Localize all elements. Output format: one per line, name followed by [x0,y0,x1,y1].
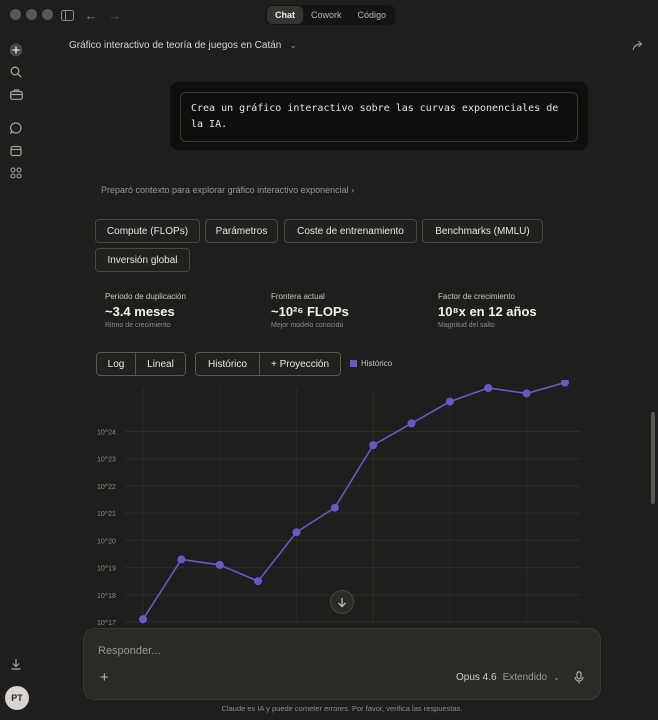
data-point[interactable] [330,503,339,512]
microphone-icon[interactable] [574,671,584,687]
mode-cowork[interactable]: Cowork [311,10,342,20]
stat-label: Periodo de duplicación [105,292,186,301]
add-attachment-icon[interactable]: + [100,669,109,686]
stat-value: ~3.4 meses [105,304,175,319]
chats-icon[interactable] [8,120,24,136]
data-point[interactable] [139,615,147,624]
scroll-down-button[interactable] [330,590,354,614]
data-point[interactable] [407,419,416,428]
stat-value: 10⁸x en 12 años [438,304,537,319]
tab-inversion[interactable]: Inversión global [95,248,190,272]
reply-input[interactable] [98,645,578,657]
back-arrow-icon[interactable]: ← [84,7,98,23]
series-line [142,381,566,620]
artifacts-icon[interactable] [8,143,24,159]
composer: + Opus 4.6 Extendido ⌄ [83,628,601,700]
legend-label: Histórico [361,359,393,368]
chart-legend: Histórico [350,359,392,368]
search-icon[interactable] [8,64,24,80]
y-tick-label: 10^18 [97,593,116,600]
data-point[interactable] [292,528,301,537]
close-window-button[interactable] [10,9,21,20]
scrollbar[interactable] [651,412,655,504]
sidebar-toggle-icon[interactable] [58,6,76,24]
user-message: Crea un gráfico interactivo sobre las cu… [170,82,588,150]
compute-chart[interactable]: 10^17 10^18 10^19 10^20 10^21 10^22 10^23 10^24 [95,380,595,626]
conversation-title-text: Gráfico interactivo de teoría de juegos … [69,40,282,51]
chevron-down-icon: ⌄ [289,40,297,50]
data-point[interactable] [177,555,186,564]
y-tick-label: 10^17 [97,620,116,626]
data-point[interactable] [445,397,454,406]
stat-label: Frontera actual [271,292,325,301]
sidebar [0,30,32,720]
avatar[interactable]: PT [5,686,29,710]
context-summary-link[interactable]: Preparó contexto para explorar gráfico i… [101,185,355,195]
apps-icon[interactable] [8,165,24,181]
share-icon[interactable] [632,40,644,54]
stat-value: ~10²⁶ FLOPs [271,304,349,319]
stat-sub: Magnitud del salto [438,322,495,329]
data-point[interactable] [522,389,531,398]
data-point[interactable] [254,577,263,586]
stat-growth-factor: Factor de crecimiento 10⁸x en 12 años Ma… [438,292,537,329]
tab-parametros[interactable]: Parámetros [205,219,278,243]
y-tick-label: 10^23 [97,457,116,464]
user-message-text: Crea un gráfico interactivo sobre las cu… [180,92,578,142]
stat-sub: Mejor modelo conocido [271,322,344,329]
stat-sub: Ritmo de crecimiento [105,322,171,329]
model-mode: Extendido [502,672,548,683]
disclaimer: Claude es IA y puede cometer errores. Po… [221,704,463,713]
title-bar: ← → Chat Cowork Código [0,0,658,30]
data-point[interactable] [369,441,378,450]
data-point[interactable] [484,384,493,392]
log-scale-button[interactable]: Log [96,352,136,376]
data-point[interactable] [215,560,224,569]
zoom-window-button[interactable] [42,9,53,20]
minimize-window-button[interactable] [26,9,37,20]
y-tick-label: 10^24 [97,430,116,437]
forward-arrow-icon[interactable]: → [108,7,122,23]
mode-chat[interactable]: Chat [267,6,303,24]
stat-frontier: Frontera actual ~10²⁶ FLOPs Mejor modelo… [271,292,349,329]
y-tick-label: 10^22 [97,484,116,491]
new-chat-icon[interactable] [8,42,24,58]
tab-benchmarks[interactable]: Benchmarks (MMLU) [422,219,543,243]
mode-codigo[interactable]: Código [357,10,387,20]
mode-switcher: Chat Cowork Código [266,5,396,25]
linear-scale-button[interactable]: Lineal [135,352,186,376]
y-tick-label: 10^20 [97,538,116,545]
stat-doubling-period: Periodo de duplicación ~3.4 meses Ritmo … [105,292,186,329]
tab-coste[interactable]: Coste de entrenamiento [284,219,417,243]
legend-swatch [350,360,357,367]
projection-view-button[interactable]: + Proyección [259,352,341,376]
conversation-title[interactable]: Gráfico interactivo de teoría de juegos … [69,40,297,51]
data-point[interactable] [561,380,569,387]
y-tick-label: 10^21 [97,511,116,518]
tab-compute[interactable]: Compute (FLOPs) [95,219,200,243]
y-tick-label: 10^19 [97,566,116,573]
download-icon[interactable] [8,656,24,672]
projects-icon[interactable] [8,86,24,102]
stat-label: Factor de crecimiento [438,292,515,301]
model-selector[interactable]: Opus 4.6 Extendido ⌄ [456,672,560,683]
chevron-down-icon: ⌄ [553,673,560,682]
historical-view-button[interactable]: Histórico [195,352,260,376]
model-name: Opus 4.6 [456,672,497,683]
